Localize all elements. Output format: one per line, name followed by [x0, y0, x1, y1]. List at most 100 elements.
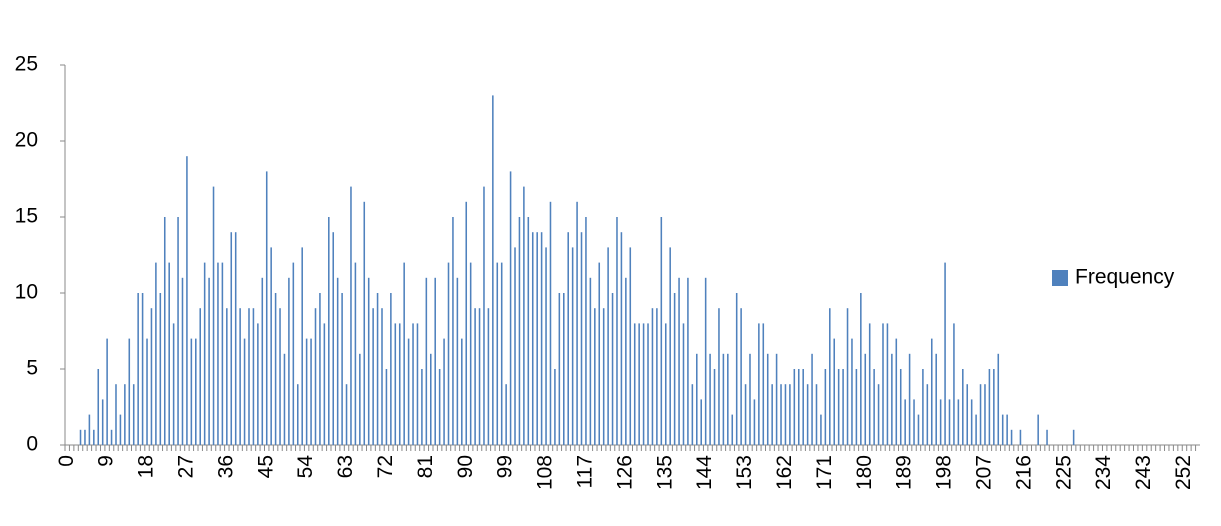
bar: [731, 414, 734, 445]
bar: [429, 353, 432, 445]
bar: [678, 277, 680, 445]
bar: [922, 369, 924, 445]
bar: [873, 369, 875, 445]
x-tick-label: 234: [1092, 455, 1115, 490]
bar: [735, 293, 738, 445]
bar: [416, 323, 419, 445]
bar: [758, 323, 760, 445]
bar: [846, 308, 849, 445]
bar: [740, 308, 742, 445]
bar: [762, 323, 765, 445]
x-tick-label: 81: [414, 455, 437, 478]
x-tick-label: 99: [494, 455, 517, 478]
bar: [673, 293, 676, 445]
legend-swatch: [1052, 270, 1068, 286]
bar: [962, 369, 964, 445]
bar: [132, 384, 135, 445]
x-tick-label: 153: [733, 455, 756, 490]
bar: [891, 353, 893, 445]
bar: [563, 293, 565, 445]
x-tick-label: 117: [573, 455, 596, 488]
bar: [359, 353, 361, 445]
bar: [372, 308, 374, 445]
bar: [882, 323, 884, 445]
bar: [106, 338, 108, 445]
bar: [868, 323, 871, 445]
bar: [217, 262, 219, 445]
bar: [625, 277, 627, 445]
bar: [664, 323, 667, 445]
bar: [137, 293, 139, 445]
bar: [478, 308, 481, 445]
bar: [412, 323, 414, 445]
bar: [793, 369, 796, 445]
bar: [443, 338, 445, 445]
bar: [975, 414, 977, 445]
bar: [288, 277, 290, 445]
bar: [190, 338, 193, 445]
y-tick-label: 0: [26, 433, 38, 456]
bar: [527, 217, 530, 445]
bar: [660, 217, 663, 445]
bar: [354, 262, 357, 445]
bar: [203, 262, 206, 445]
bar: [128, 338, 131, 445]
bar: [766, 353, 769, 445]
bar: [536, 232, 538, 445]
bar: [930, 338, 933, 445]
bar: [571, 247, 574, 445]
bar: [682, 323, 685, 445]
bar: [1006, 414, 1008, 445]
bar: [97, 369, 100, 445]
bar: [88, 414, 91, 445]
bar: [181, 277, 184, 445]
bar: [851, 338, 853, 445]
bar: [177, 217, 179, 445]
x-tick-label: 162: [773, 455, 796, 490]
bar: [984, 384, 986, 445]
bar: [93, 429, 95, 445]
x-tick-label: 126: [613, 455, 636, 490]
x-tick-label: 225: [1052, 455, 1075, 490]
bar: [970, 399, 973, 445]
bar: [146, 338, 148, 445]
x-tick-label: 27: [174, 455, 197, 478]
bar: [531, 232, 534, 445]
y-tick-label: 20: [15, 129, 38, 152]
bar: [864, 353, 867, 445]
bar: [257, 323, 259, 445]
x-tick-label: 207: [973, 455, 996, 490]
bar: [172, 323, 175, 445]
x-tick-label: 54: [294, 455, 317, 479]
bar: [549, 201, 552, 445]
bar: [434, 277, 436, 445]
bar: [119, 414, 122, 445]
bar: [855, 369, 858, 445]
bar: [195, 338, 197, 445]
bar: [576, 201, 578, 445]
y-tick-label: 15: [15, 205, 38, 228]
bar: [638, 323, 640, 445]
bar: [314, 308, 317, 445]
bar: [1001, 414, 1004, 445]
bar: [797, 369, 800, 445]
bar: [292, 262, 295, 445]
bar: [261, 277, 264, 445]
bar: [301, 247, 303, 445]
bar: [580, 232, 583, 445]
y-tick-label: 5: [26, 357, 38, 380]
bar: [328, 217, 330, 445]
bar: [461, 338, 463, 445]
bar: [771, 384, 773, 445]
bar: [704, 277, 707, 445]
bar: [833, 338, 836, 445]
bar: [540, 232, 543, 445]
bar: [421, 369, 423, 445]
bar: [226, 308, 228, 445]
bar: [886, 323, 889, 445]
bar: [594, 308, 596, 445]
bar: [895, 338, 898, 445]
bar: [252, 308, 255, 445]
bar: [815, 384, 818, 445]
bar: [939, 399, 942, 445]
